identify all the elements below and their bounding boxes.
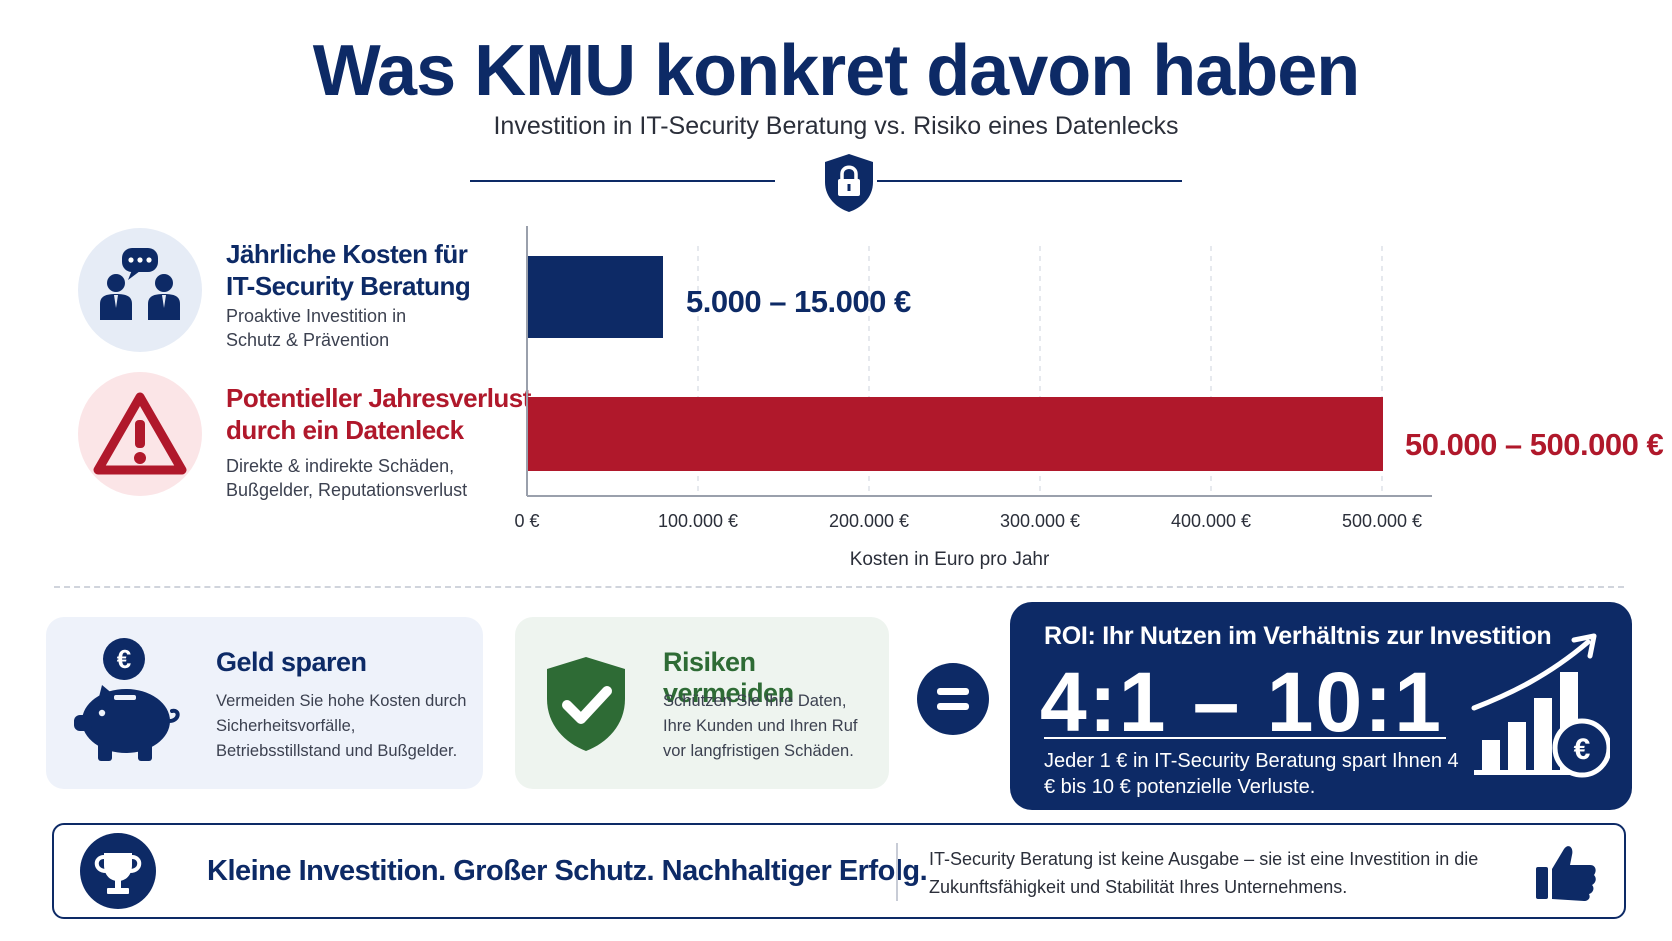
roi-text: Jeder 1 € in IT-Security Beratung spart … xyxy=(1044,750,1459,798)
shield-check-icon xyxy=(547,657,625,751)
svg-text:€: € xyxy=(1574,733,1591,766)
row-desc-consulting: Proaktive Investition in Schutz & Präven… xyxy=(226,304,406,352)
roi-rule xyxy=(1044,737,1446,739)
equals-bar xyxy=(937,703,969,710)
card-save-money: € Geld sparen Vermeiden Sie hohe Kosten … xyxy=(46,617,483,789)
card-title: Risiken vermeiden xyxy=(663,647,794,708)
warning-triangle-icon xyxy=(93,392,187,475)
bar-1 xyxy=(528,256,663,338)
thumbs-up-icon xyxy=(1536,846,1596,901)
row-title-line: Potentieller Jahresverlust xyxy=(226,383,531,413)
consulting-icon-circle xyxy=(78,228,202,352)
page-subtitle: Investition in IT-Security Beratung vs. … xyxy=(493,112,1179,140)
growth-chart-euro-icon: € xyxy=(1471,633,1610,778)
card-avoid-risk: Risiken vermeiden Schützen Sie Ihre Date… xyxy=(515,617,889,789)
bar-2 xyxy=(528,397,1383,471)
bottom-banner: Kleine Investition. Großer Schutz. Nachh… xyxy=(52,823,1626,919)
equals-bar xyxy=(937,688,969,695)
x-tick-label: 200.000 € xyxy=(829,511,909,531)
section-divider xyxy=(54,586,1624,588)
consulting-people-icon xyxy=(100,248,180,320)
footer-text: IT-Security Beratung ist keine Ausgabe –… xyxy=(929,849,1479,897)
row-desc-line: Schutz & Prävention xyxy=(226,330,390,350)
title-divider-right xyxy=(877,180,1182,182)
x-tick-label: 300.000 € xyxy=(1000,511,1080,531)
row-desc-line: Direkte & indirekte Schäden, xyxy=(226,456,455,476)
row-desc-line: Proaktive Investition in xyxy=(226,306,407,326)
cost-comparison-chart: 5.000 – 15.000 € 50.000 – 500.000 € 0 € 100… xyxy=(514,226,1664,570)
roi-heading: ROI: Ihr Nutzen im Verhältnis zur Invest… xyxy=(1044,622,1552,650)
title-divider-left xyxy=(470,180,775,182)
roi-ratio: 4:1 – 10:1 xyxy=(1040,655,1443,749)
data-label-1: 5.000 – 15.000 € xyxy=(686,284,911,319)
row-title-line: IT-Security Beratung xyxy=(226,271,471,301)
trophy-badge xyxy=(80,833,156,909)
x-axis-title: Kosten in Euro pro Jahr xyxy=(850,549,1050,570)
card-text: Schützen Sie Ihre Daten, Ihre Kunden und… xyxy=(663,692,858,760)
lock-shield-icon xyxy=(825,154,873,212)
row-title-consulting: Jährliche Kosten für IT-Security Beratun… xyxy=(226,238,471,302)
x-tick-label: 500.000 € xyxy=(1342,511,1422,531)
row-title-breach: Potentieller Jahresverlust durch ein Dat… xyxy=(226,382,531,446)
footer-separator xyxy=(896,843,898,901)
footer-slogan: Kleine Investition. Großer Schutz. Nachh… xyxy=(207,855,928,887)
roi-panel: ROI: Ihr Nutzen im Verhältnis zur Invest… xyxy=(1010,602,1632,810)
piggy-bank-euro-icon: € xyxy=(74,638,180,761)
row-desc-breach: Direkte & indirekte Schäden, Bußgelder, … xyxy=(226,454,467,502)
card-text: Vermeiden Sie hohe Kosten durch Sicherhe… xyxy=(216,692,467,760)
x-tick-label: 100.000 € xyxy=(658,511,738,531)
x-tick-label: 0 € xyxy=(514,511,539,531)
data-label-2: 50.000 – 500.000 € xyxy=(1405,427,1663,462)
row-title-line: durch ein Datenleck xyxy=(226,415,464,445)
equals-icon xyxy=(917,663,989,735)
warning-icon-circle xyxy=(78,372,202,496)
row-title-line: Jährliche Kosten für xyxy=(226,239,468,269)
svg-text:€: € xyxy=(117,644,131,674)
trophy-icon xyxy=(94,853,142,894)
x-tick-label: 400.000 € xyxy=(1171,511,1251,531)
page-title: Was KMU konkret davon haben xyxy=(312,31,1361,111)
card-title: Geld sparen xyxy=(216,647,367,677)
row-desc-line: Bußgelder, Reputationsverlust xyxy=(226,480,468,500)
